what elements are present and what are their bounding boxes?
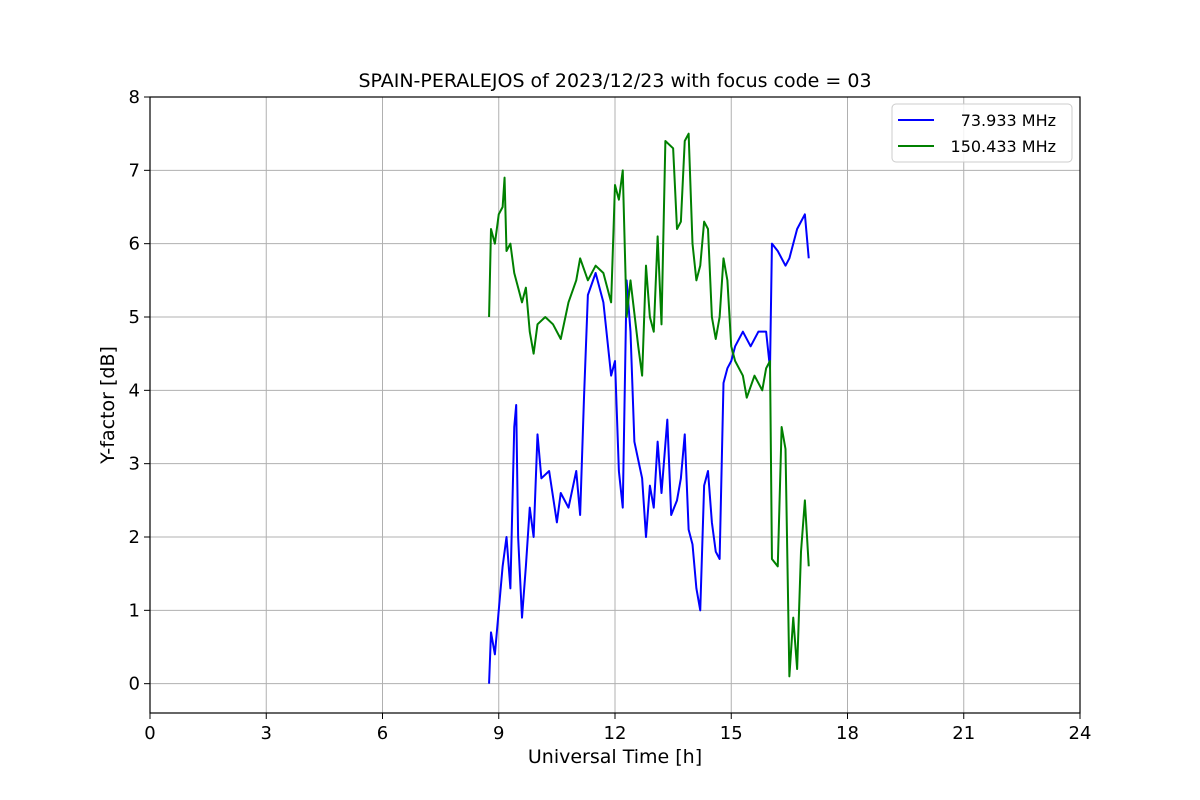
legend-box [891,103,1073,163]
y-tick-label: 0 [129,674,140,695]
y-tick-label: 7 [129,160,140,181]
x-tick-label: 0 [144,723,155,744]
legend-label-2: 150.433 MHz [951,137,1056,156]
series-line-2 [488,132,810,678]
x-tick-label: 12 [604,723,627,744]
x-tick-label: 18 [836,723,859,744]
y-tick-label: 2 [129,527,140,548]
series-line-1 [488,213,810,684]
y-tick-label: 5 [129,307,140,328]
series-layer [488,132,810,684]
x-tick-label: 24 [1069,723,1092,744]
x-tick-label: 9 [493,723,504,744]
y-tick-label: 4 [129,380,140,401]
x-tick-label: 15 [720,723,743,744]
x-tick-label: 21 [952,723,975,744]
y-tick-label: 3 [129,454,140,475]
x-axis-label: Universal Time [h] [528,746,702,768]
y-tick-label: 6 [129,234,140,255]
y-tick-label: 8 [129,87,140,108]
legend: 73.933 MHz 150.433 MHz [891,103,1073,163]
x-tick-label: 6 [377,723,388,744]
legend-label-1: 73.933 MHz [961,111,1056,130]
chart-title: SPAIN-PERALEJOS of 2023/12/23 with focus… [358,70,871,92]
x-tick-label: 3 [261,723,272,744]
y-tick-label: 1 [129,600,140,621]
y-axis-label: Y-factor [dB] [97,346,119,465]
